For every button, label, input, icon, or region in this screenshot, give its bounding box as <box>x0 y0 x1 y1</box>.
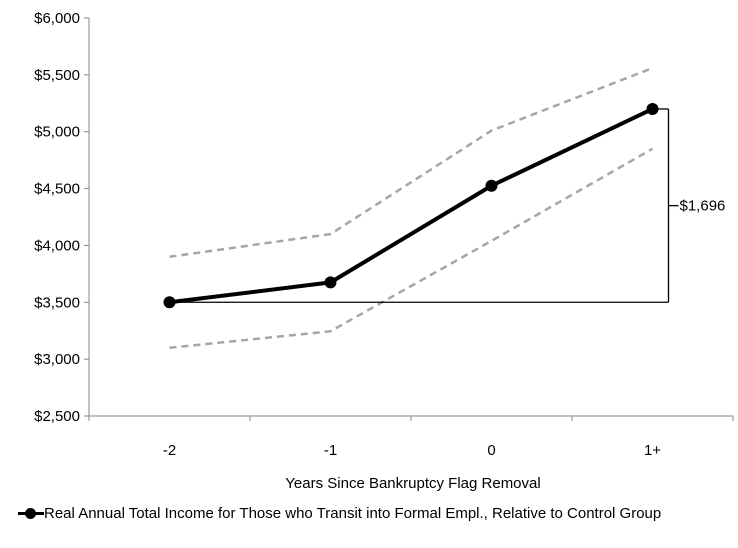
x-tick-label: 1+ <box>644 442 661 459</box>
legend-line-marker-icon <box>18 507 44 519</box>
income-data-point <box>646 102 659 115</box>
y-tick-label: $5,000 <box>34 124 80 141</box>
y-axis: $2,500 $3,000 $3,500 $4,000 $4,500 $5,000 $5,5… <box>34 10 90 425</box>
y-tick-label: $3,000 <box>34 351 80 368</box>
legend: Real Annual Total Income for Those who T… <box>18 504 718 524</box>
x-ticks: -2 -1 0 1+ <box>88 416 734 459</box>
income-data-point <box>324 276 337 289</box>
lower-bound-line <box>169 147 654 350</box>
y-tick-label: $6,000 <box>34 10 80 27</box>
line-chart: $2,500 $3,000 $3,500 $4,000 $4,500 $5,000 $5,5… <box>34 10 734 492</box>
legend-label: Real Annual Total Income for Those who T… <box>44 505 662 522</box>
x-tick-label: -2 <box>163 442 176 459</box>
x-tick-label: -1 <box>324 442 337 459</box>
income-series-line <box>169 107 654 305</box>
y-tick-label: $4,500 <box>34 181 80 198</box>
y-tick-label: $4,000 <box>34 237 80 254</box>
y-ticks: $2,500 $3,000 $3,500 $4,000 $4,500 $5,000 $5,5… <box>34 10 89 425</box>
difference-bracket: $1,696 <box>169 108 726 303</box>
x-axis-title: Years Since Bankruptcy Flag Removal <box>285 475 540 492</box>
x-tick-label: 0 <box>487 442 495 459</box>
upper-bound-line <box>169 66 653 259</box>
difference-label: $1,696 <box>680 198 726 215</box>
y-tick-label: $2,500 <box>34 408 80 425</box>
income-data-point <box>163 296 176 309</box>
main-series <box>163 102 659 309</box>
y-tick-label: $5,500 <box>34 67 80 84</box>
income-data-point <box>485 179 498 192</box>
confidence-bounds <box>169 66 654 350</box>
y-tick-label: $3,500 <box>34 294 80 311</box>
x-axis: -2 -1 0 1+ <box>88 415 734 459</box>
